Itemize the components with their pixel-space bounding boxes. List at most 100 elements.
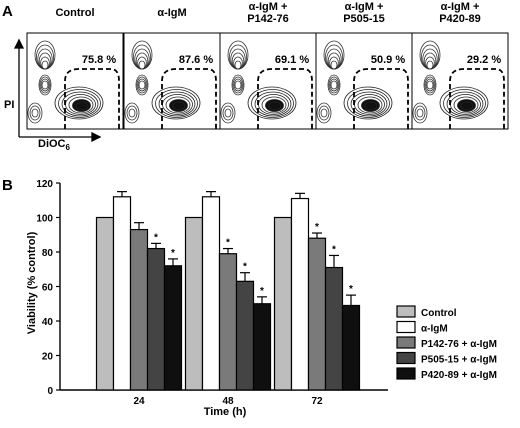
contour-line (29, 105, 41, 121)
legend-swatch (396, 367, 416, 380)
contour-line (31, 108, 39, 118)
contour-line (126, 105, 138, 121)
y-tick-label: 0 (47, 386, 53, 397)
contour-line (318, 105, 330, 121)
contour-line (347, 89, 390, 118)
flow-plot-frame (219, 32, 317, 130)
contour-line (328, 76, 340, 94)
contour-line (128, 108, 136, 118)
flow-plot: α-IgM 87.6 % (123, 7, 221, 130)
legend-label: Control (421, 308, 457, 319)
significance-marker: * (226, 238, 230, 249)
gate-outline (64, 68, 120, 129)
flow-plot-title: α-IgM + (249, 1, 288, 13)
flow-plot-title: α-IgM (157, 7, 186, 19)
significance-marker: * (171, 248, 175, 259)
contour-line (54, 86, 104, 120)
bar (307, 237, 327, 391)
significance-marker: * (349, 284, 353, 295)
flow-plot: α-IgM +P142-76 69.1 % (219, 1, 317, 130)
contour-line (426, 80, 434, 90)
contour-line (41, 80, 49, 90)
bar (235, 280, 255, 391)
contour-line (414, 105, 426, 121)
contour-line (138, 60, 146, 70)
bar (184, 216, 204, 391)
contour-line (220, 102, 236, 124)
bar (273, 216, 293, 391)
contour-line (155, 89, 198, 118)
bar (324, 266, 344, 391)
bar (146, 247, 166, 391)
panel-a-axes (13, 38, 102, 143)
x-axis-title: Time (h) (204, 406, 247, 418)
y-tick-label: 20 (42, 352, 54, 363)
significance-marker: * (332, 244, 336, 255)
bar (95, 216, 115, 391)
contour-line (251, 89, 294, 118)
legend-label: P142-76 + α-IgM (421, 339, 497, 350)
bar (201, 196, 221, 391)
contour-line (138, 80, 146, 90)
y-tick-label: 120 (36, 179, 53, 190)
gate-outline (449, 68, 505, 129)
flow-plot-title: P505-15 (343, 13, 385, 25)
flow-plot-title: Control (55, 7, 94, 19)
legend-swatch (396, 351, 416, 365)
significance-marker: * (260, 286, 264, 297)
flow-plot: Control 75.8 % (26, 7, 124, 130)
contour-line (453, 96, 479, 114)
contour-line (247, 86, 297, 120)
dioc-axis-label: DiOC6 (38, 138, 71, 152)
contour-line (136, 76, 148, 94)
flow-plot-title: α-IgM + (441, 1, 480, 13)
contour-line (234, 60, 242, 70)
contour-line (261, 96, 287, 114)
contour-line (40, 78, 50, 92)
contour-line (329, 78, 339, 92)
contour-line (424, 76, 436, 94)
flow-plot: α-IgM +P420-89 29.2 % (411, 1, 509, 130)
bar (218, 253, 238, 391)
contour-line (254, 91, 292, 117)
contour-line (68, 96, 94, 114)
contour-line (135, 74, 149, 96)
contour-line (412, 102, 428, 124)
gate-percent: 75.8 % (82, 54, 116, 66)
y-tick-label: 80 (42, 248, 54, 259)
contour-line (320, 108, 328, 118)
gate-outline (257, 68, 313, 129)
flow-plot-frame (315, 32, 413, 130)
flow-plot: α-IgM +P505-15 50.9 % (315, 1, 413, 130)
contour-line (27, 102, 43, 124)
contour-line (165, 96, 191, 114)
contour-line (268, 101, 282, 111)
legend-swatch (396, 320, 416, 334)
contour-line (231, 74, 245, 96)
contour-line (460, 101, 474, 111)
contour-line (343, 86, 393, 120)
contour-line (330, 80, 338, 90)
contour-line (327, 74, 341, 96)
bar (129, 228, 149, 391)
contour-line (75, 101, 89, 111)
panel-b-label: B (2, 177, 13, 194)
contour-line (426, 60, 434, 70)
gate-outline (353, 68, 409, 129)
contour-line (233, 78, 243, 92)
panel-a-label: A (2, 3, 13, 20)
contour-line (222, 105, 234, 121)
legend-label: P420-89 + α-IgM (421, 370, 497, 381)
contour-line (151, 86, 201, 120)
contour-line (316, 102, 332, 124)
gate-outline (161, 68, 217, 129)
y-tick-label: 40 (42, 317, 54, 328)
y-tick-label: 100 (36, 214, 53, 225)
flow-plot-frame (26, 32, 124, 130)
legend-swatch (396, 305, 416, 318)
contour-line (224, 108, 232, 118)
legend-label: P505-15 + α-IgM (421, 355, 497, 366)
contour-line (234, 80, 242, 90)
bar (112, 196, 132, 391)
